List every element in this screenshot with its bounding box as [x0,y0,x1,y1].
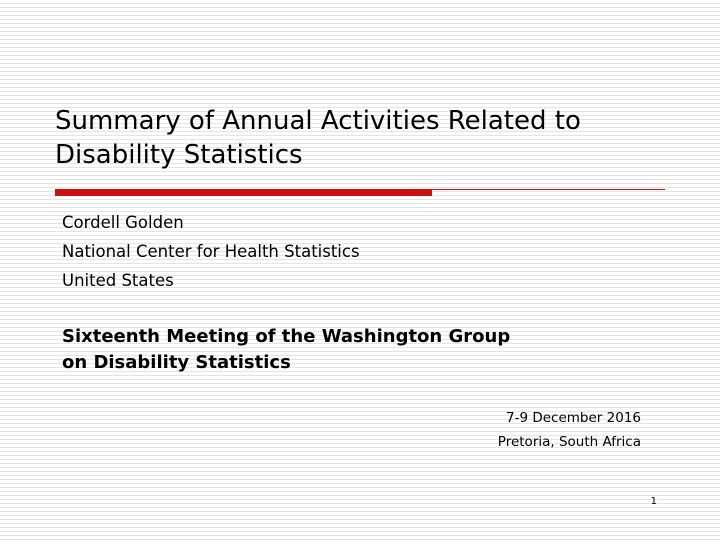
meeting-title: Sixteenth Meeting of the Washington Grou… [62,324,510,376]
meeting-date: 7-9 December 2016 [506,410,641,426]
author-block: Cordell Golden National Center for Healt… [62,208,360,295]
slide-title-line-2: Disability Statistics [55,140,303,170]
slide-title-line-1: Summary of Annual Activities Related to [55,106,581,136]
title-underline-thick [55,189,432,196]
meeting-title-line-2: on Disability Statistics [62,352,291,373]
page-number: 1 [650,496,657,507]
author-organization: National Center for Health Statistics [62,242,360,261]
meeting-location: Pretoria, South Africa [497,434,641,450]
title-underline-thin [432,189,665,190]
date-location-block: 7-9 December 2016 Pretoria, South Africa [498,406,641,454]
author-name: Cordell Golden [62,213,184,232]
author-country: United States [62,271,174,290]
slide-title: Summary of Annual Activities Related to … [55,104,675,172]
meeting-title-line-1: Sixteenth Meeting of the Washington Grou… [62,326,511,347]
